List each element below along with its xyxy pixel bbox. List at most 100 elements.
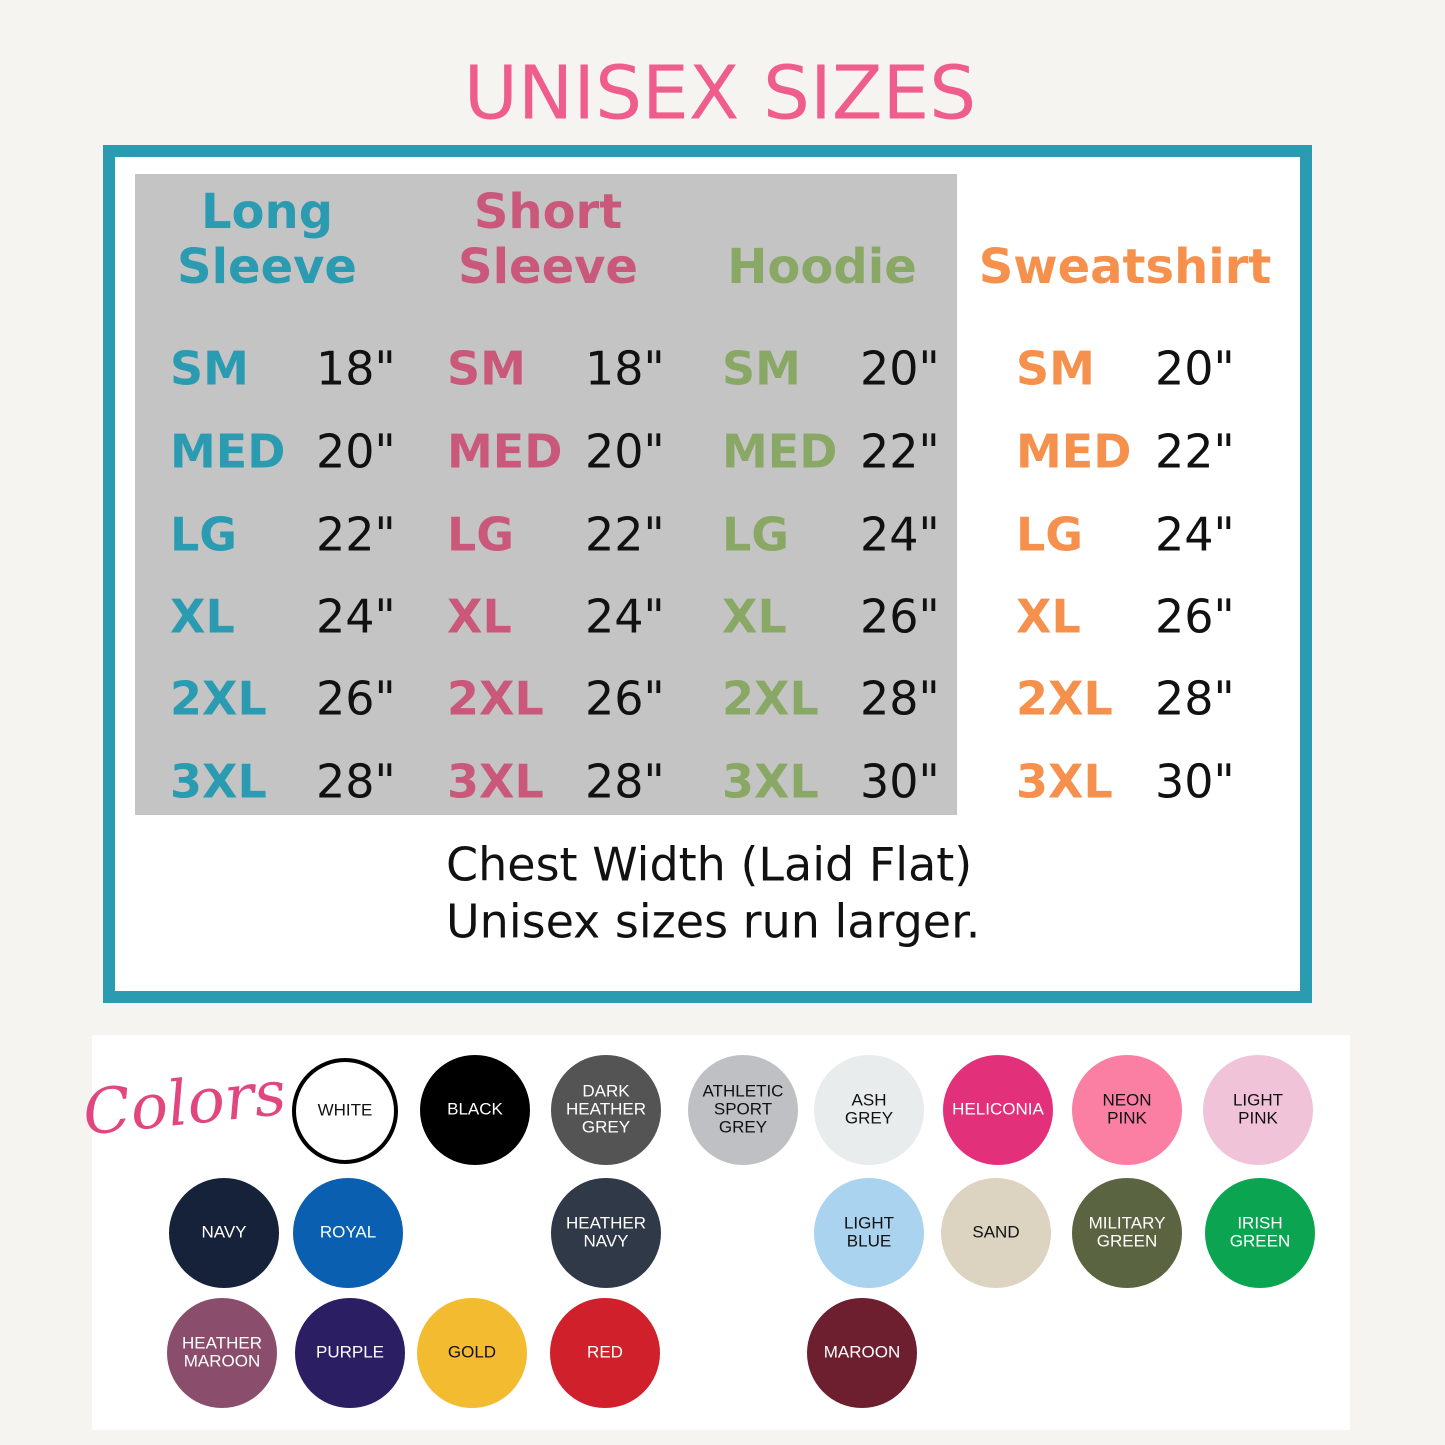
column-header: Sweatshirt (979, 239, 1272, 295)
swatch-label: DARK (582, 1081, 630, 1100)
swatch-label: PURPLE (316, 1342, 384, 1361)
size-label: 3XL (1016, 755, 1113, 809)
swatch-label: NEON (1102, 1090, 1151, 1109)
swatch-label: ASH (852, 1090, 887, 1109)
color-swatch (807, 1298, 917, 1408)
color-swatch (688, 1055, 798, 1165)
size-label: 3XL (722, 755, 819, 809)
measurement: 24" (1155, 508, 1235, 562)
title: UNISEX SIZES (464, 51, 977, 137)
table-shade (135, 174, 957, 815)
measurement: 22" (585, 508, 665, 562)
color-swatch (1072, 1178, 1182, 1288)
size-label: 2XL (170, 672, 267, 726)
color-swatch (1072, 1055, 1182, 1165)
column-header: Long (201, 184, 333, 240)
swatch-label: PINK (1238, 1108, 1278, 1127)
size-label: 3XL (170, 755, 267, 809)
swatch-label: ATHLETIC (703, 1081, 784, 1100)
measurement: 28" (860, 672, 940, 726)
color-swatch (814, 1055, 924, 1165)
swatch-label: SPORT (714, 1099, 772, 1118)
swatch-label: WHITE (318, 1100, 373, 1119)
swatch-label: HEATHER (566, 1213, 646, 1232)
swatch-label: HEATHER (566, 1099, 646, 1118)
measurement: 26" (316, 672, 396, 726)
size-label: 2XL (1016, 672, 1113, 726)
size-label: LG (447, 508, 514, 562)
size-label: XL (447, 590, 512, 644)
color-swatch (167, 1298, 277, 1408)
color-swatch (292, 1058, 398, 1164)
swatch-label: IRISH (1237, 1213, 1282, 1232)
size-label: XL (722, 590, 787, 644)
color-swatch (1203, 1055, 1313, 1165)
size-label: 3XL (447, 755, 544, 809)
size-label: 2XL (722, 672, 819, 726)
size-label: LG (170, 508, 237, 562)
measurement: 26" (1155, 590, 1235, 644)
measurement: 18" (316, 342, 396, 396)
size-label: SM (1016, 342, 1095, 396)
swatch-label: NAVY (201, 1222, 246, 1241)
measurement: 20" (585, 425, 665, 479)
measurement: 28" (316, 755, 396, 809)
measurement: 26" (585, 672, 665, 726)
measurement: 22" (316, 508, 396, 562)
swatch-label: SAND (972, 1222, 1019, 1241)
note: Unisex sizes run larger. (446, 895, 980, 949)
swatch-label: HEATHER (182, 1333, 262, 1352)
column-header: Hoodie (727, 239, 917, 295)
color-swatch (295, 1298, 405, 1408)
size-label: 2XL (447, 672, 544, 726)
swatch-label: BLUE (847, 1231, 891, 1250)
measurement: 18" (585, 342, 665, 396)
swatch-label: MILITARY (1089, 1213, 1166, 1232)
size-label: XL (170, 590, 235, 644)
measurement: 28" (585, 755, 665, 809)
swatch-label: GREY (845, 1108, 893, 1127)
column-header: Sleeve (458, 239, 638, 295)
measurement: 26" (860, 590, 940, 644)
color-swatch (550, 1298, 660, 1408)
measurement: 30" (1155, 755, 1235, 809)
color-swatch (814, 1178, 924, 1288)
color-swatch (943, 1055, 1053, 1165)
note: Chest Width (Laid Flat) (446, 838, 972, 892)
measurement: 24" (585, 590, 665, 644)
measurement: 22" (860, 425, 940, 479)
size-label: SM (722, 342, 801, 396)
swatch-label: GREY (719, 1117, 767, 1136)
size-label: LG (1016, 508, 1083, 562)
size-label: MED (447, 425, 562, 479)
color-swatch (293, 1178, 403, 1288)
column-header: Sleeve (177, 239, 357, 295)
measurement: 24" (316, 590, 396, 644)
size-label: LG (722, 508, 789, 562)
swatch-label: LIGHT (844, 1213, 894, 1232)
measurement: 28" (1155, 672, 1235, 726)
color-swatch (551, 1055, 661, 1165)
size-label: SM (170, 342, 249, 396)
swatch-label: GREEN (1097, 1231, 1157, 1250)
measurement: 22" (1155, 425, 1235, 479)
swatch-label: GREY (582, 1117, 630, 1136)
measurement: 30" (860, 755, 940, 809)
color-swatch (551, 1178, 661, 1288)
swatch-label: GREEN (1230, 1231, 1290, 1250)
measurement: 20" (860, 342, 940, 396)
column-header: Short (474, 184, 622, 240)
size-label: MED (170, 425, 285, 479)
measurement: 20" (316, 425, 396, 479)
color-swatch (169, 1178, 279, 1288)
swatch-label: LIGHT (1233, 1090, 1283, 1109)
swatch-label: PINK (1107, 1108, 1147, 1127)
color-swatch (941, 1178, 1051, 1288)
swatch-label: MAROON (184, 1351, 261, 1370)
measurement: 20" (1155, 342, 1235, 396)
swatch-label: GOLD (448, 1342, 496, 1361)
color-swatch (420, 1055, 530, 1165)
size-label: SM (447, 342, 526, 396)
color-swatch (417, 1298, 527, 1408)
